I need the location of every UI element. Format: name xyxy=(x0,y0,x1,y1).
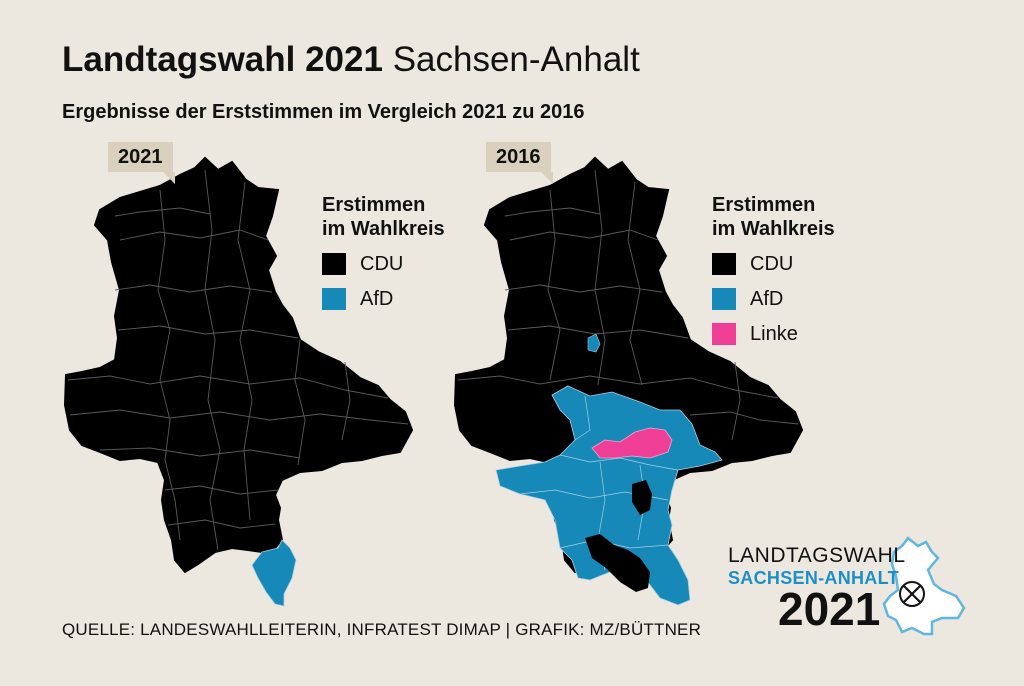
legend-2016-item-cdu: CDU xyxy=(712,252,872,276)
legend-2016: Erstimmen im Wahlkreis CDU AfD Linke xyxy=(712,193,872,346)
year-tag-2021: 2021 xyxy=(108,142,174,184)
legend-2016-item-afd: AfD xyxy=(712,287,872,311)
map-2021 xyxy=(64,157,413,607)
map-2016-district-borders xyxy=(457,169,799,441)
legend-swatch-cdu xyxy=(322,253,346,275)
legend-2021-item-afd: AfD xyxy=(322,287,482,311)
title-bold: Landtagswahl 2021 xyxy=(62,40,383,79)
legend-label-afd: AfD xyxy=(750,287,784,310)
legend-2021-title-2: im Wahlkreis xyxy=(322,218,445,240)
map-2016-afd-small-area xyxy=(587,333,601,353)
map-2021-afd-area xyxy=(251,539,297,607)
logo-line-2: SACHSEN-ANHALT xyxy=(728,568,899,588)
map-2021-district-borders xyxy=(67,169,409,551)
legend-2021-item-cdu: CDU xyxy=(322,252,482,276)
map-2016-cdu-island-2 xyxy=(585,534,650,592)
legend-2016-title-1: Erstimmen xyxy=(712,194,816,216)
source-credit: QUELLE: LANDESWAHLLEITERIN, INFRATEST DI… xyxy=(62,620,702,639)
page-title: Landtagswahl 2021 Sachsen-Anhalt xyxy=(62,40,640,80)
map-2016 xyxy=(454,157,803,606)
legend-label-cdu: CDU xyxy=(750,252,794,275)
legend-2021-title-1: Erstimmen xyxy=(322,194,426,216)
legend-label-afd: AfD xyxy=(360,287,394,310)
legend-2021: Erstimmen im Wahlkreis CDU AfD xyxy=(322,193,482,311)
legend-swatch-afd xyxy=(322,288,346,310)
map-2016-linke-area xyxy=(591,427,673,459)
election-logo: LANDTAGSWAHL SACHSEN-ANHALT 2021 xyxy=(728,536,968,636)
year-tag-2016: 2016 xyxy=(486,142,552,184)
legend-label-cdu: CDU xyxy=(360,252,404,275)
logo-state-icon xyxy=(882,536,966,636)
legend-swatch-linke xyxy=(712,323,736,345)
page-subtitle: Ergebnisse der Erststimmen im Vergleich … xyxy=(62,101,585,123)
legend-2016-title-2: im Wahlkreis xyxy=(712,218,835,240)
title-light: Sachsen-Anhalt xyxy=(392,40,640,79)
map-2016-cdu-island-1 xyxy=(632,480,652,515)
legend-swatch-afd xyxy=(712,288,736,310)
legend-swatch-cdu xyxy=(712,253,736,275)
legend-2016-item-linke: Linke xyxy=(712,322,872,346)
legend-label-linke: Linke xyxy=(750,322,798,345)
logo-line-1: LANDTAGSWAHL xyxy=(728,544,906,567)
logo-line-3: 2021 xyxy=(778,583,881,635)
